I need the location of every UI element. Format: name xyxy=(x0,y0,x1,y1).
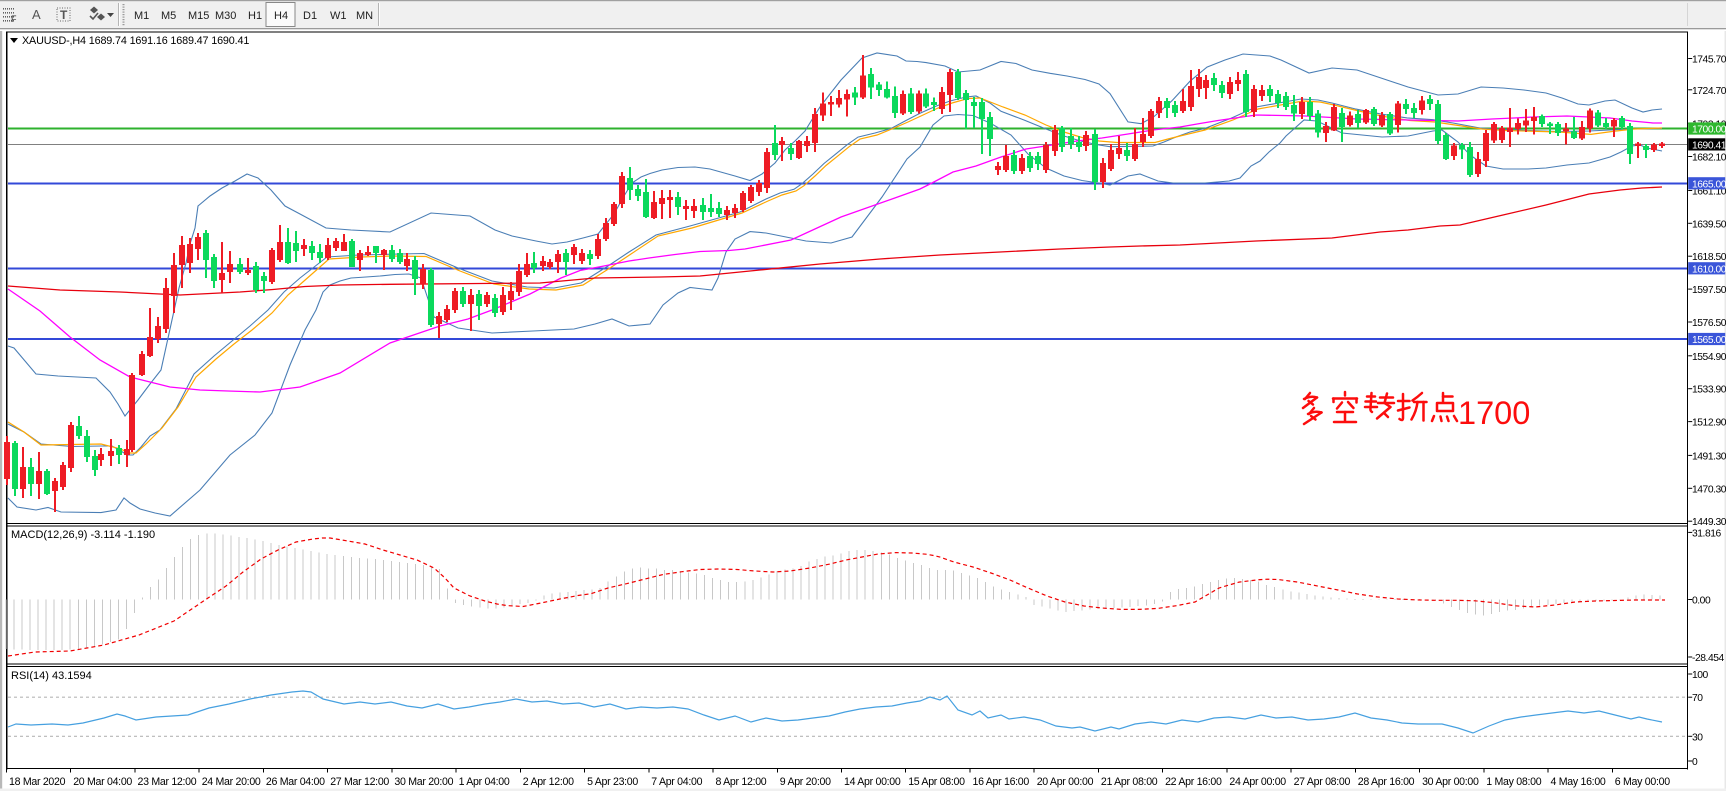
svg-text:T: T xyxy=(60,8,68,22)
svg-text:18 Mar 2020: 18 Mar 2020 xyxy=(9,776,66,788)
svg-text:16 Apr 16:00: 16 Apr 16:00 xyxy=(973,776,1030,788)
svg-text:24 Apr 00:00: 24 Apr 00:00 xyxy=(1229,776,1286,788)
svg-text:M15: M15 xyxy=(188,10,209,22)
svg-text:1470.30: 1470.30 xyxy=(1692,484,1726,495)
svg-text:31.816: 31.816 xyxy=(1692,528,1722,539)
svg-text:30 Apr 00:00: 30 Apr 00:00 xyxy=(1422,776,1479,788)
svg-text:1 Apr 04:00: 1 Apr 04:00 xyxy=(459,776,510,788)
svg-text:F: F xyxy=(11,14,17,24)
svg-text:M5: M5 xyxy=(161,10,176,22)
svg-text:9 Apr 20:00: 9 Apr 20:00 xyxy=(780,776,831,788)
svg-text:30 Mar 20:00: 30 Mar 20:00 xyxy=(394,776,453,788)
svg-text:8 Apr 12:00: 8 Apr 12:00 xyxy=(716,776,767,788)
svg-text:1565.00: 1565.00 xyxy=(1692,335,1726,346)
svg-text:1700.00: 1700.00 xyxy=(1692,125,1726,136)
svg-text:1512.90: 1512.90 xyxy=(1692,418,1726,429)
svg-text:20 Apr 00:00: 20 Apr 00:00 xyxy=(1037,776,1094,788)
svg-text:1533.90: 1533.90 xyxy=(1692,385,1726,396)
svg-text:1449.30: 1449.30 xyxy=(1692,517,1726,528)
svg-text:1639.50: 1639.50 xyxy=(1692,219,1726,230)
svg-text:100: 100 xyxy=(1692,670,1709,681)
svg-text:-28.454: -28.454 xyxy=(1692,653,1724,664)
svg-text:1690.41: 1690.41 xyxy=(1692,140,1726,151)
svg-text:1618.50: 1618.50 xyxy=(1692,252,1726,263)
svg-text:W1: W1 xyxy=(330,10,347,22)
svg-text:23 Mar 12:00: 23 Mar 12:00 xyxy=(138,776,197,788)
svg-text:1491.30: 1491.30 xyxy=(1692,451,1726,462)
svg-text:XAUUSD-,H4 1689.74 1691.16 16: XAUUSD-,H4 1689.74 1691.16 1689.47 1690.… xyxy=(22,35,249,47)
svg-text:1700: 1700 xyxy=(1458,395,1530,431)
svg-text:28 Apr 16:00: 28 Apr 16:00 xyxy=(1358,776,1415,788)
svg-text:70: 70 xyxy=(1692,693,1703,704)
svg-text:1724.70: 1724.70 xyxy=(1692,86,1726,97)
svg-text:20 Mar 04:00: 20 Mar 04:00 xyxy=(73,776,132,788)
svg-text:15 Apr 08:00: 15 Apr 08:00 xyxy=(908,776,965,788)
svg-text:27 Mar 12:00: 27 Mar 12:00 xyxy=(330,776,389,788)
svg-text:2 Apr 12:00: 2 Apr 12:00 xyxy=(523,776,574,788)
svg-text:A: A xyxy=(32,7,41,22)
svg-text:1554.90: 1554.90 xyxy=(1692,352,1726,363)
svg-text:14 Apr 00:00: 14 Apr 00:00 xyxy=(844,776,901,788)
svg-text:1665.00: 1665.00 xyxy=(1692,179,1726,190)
svg-text:6 May 00:00: 6 May 00:00 xyxy=(1615,776,1670,788)
svg-text:H1: H1 xyxy=(248,10,262,22)
svg-text:21 Apr 08:00: 21 Apr 08:00 xyxy=(1101,776,1158,788)
svg-text:D1: D1 xyxy=(303,10,317,22)
svg-text:1610.00: 1610.00 xyxy=(1692,264,1726,275)
svg-text:26 Mar 04:00: 26 Mar 04:00 xyxy=(266,776,325,788)
svg-text:MN: MN xyxy=(356,10,373,22)
svg-text:1597.50: 1597.50 xyxy=(1692,285,1726,296)
svg-text:1661.10: 1661.10 xyxy=(1692,187,1726,198)
svg-text:30: 30 xyxy=(1692,732,1703,743)
svg-text:M30: M30 xyxy=(215,10,236,22)
svg-text:1 May 08:00: 1 May 08:00 xyxy=(1486,776,1541,788)
svg-text:1576.50: 1576.50 xyxy=(1692,318,1726,329)
svg-text:24 Mar 20:00: 24 Mar 20:00 xyxy=(202,776,261,788)
svg-text:H4: H4 xyxy=(274,10,288,22)
svg-text:RSI(14) 43.1594: RSI(14) 43.1594 xyxy=(11,670,92,682)
svg-text:4 May 16:00: 4 May 16:00 xyxy=(1551,776,1606,788)
svg-text:7 Apr 04:00: 7 Apr 04:00 xyxy=(651,776,702,788)
svg-text:0.00: 0.00 xyxy=(1692,596,1711,607)
svg-text:1745.70: 1745.70 xyxy=(1692,55,1726,66)
svg-text:1682.10: 1682.10 xyxy=(1692,153,1726,164)
svg-text:27 Apr 08:00: 27 Apr 08:00 xyxy=(1294,776,1351,788)
svg-text:0: 0 xyxy=(1692,757,1698,768)
svg-text:M1: M1 xyxy=(134,10,149,22)
svg-text:MACD(12,26,9) -3.114 -1.190: MACD(12,26,9) -3.114 -1.190 xyxy=(11,529,155,541)
svg-text:5 Apr 23:00: 5 Apr 23:00 xyxy=(587,776,638,788)
svg-text:22 Apr 16:00: 22 Apr 16:00 xyxy=(1165,776,1222,788)
